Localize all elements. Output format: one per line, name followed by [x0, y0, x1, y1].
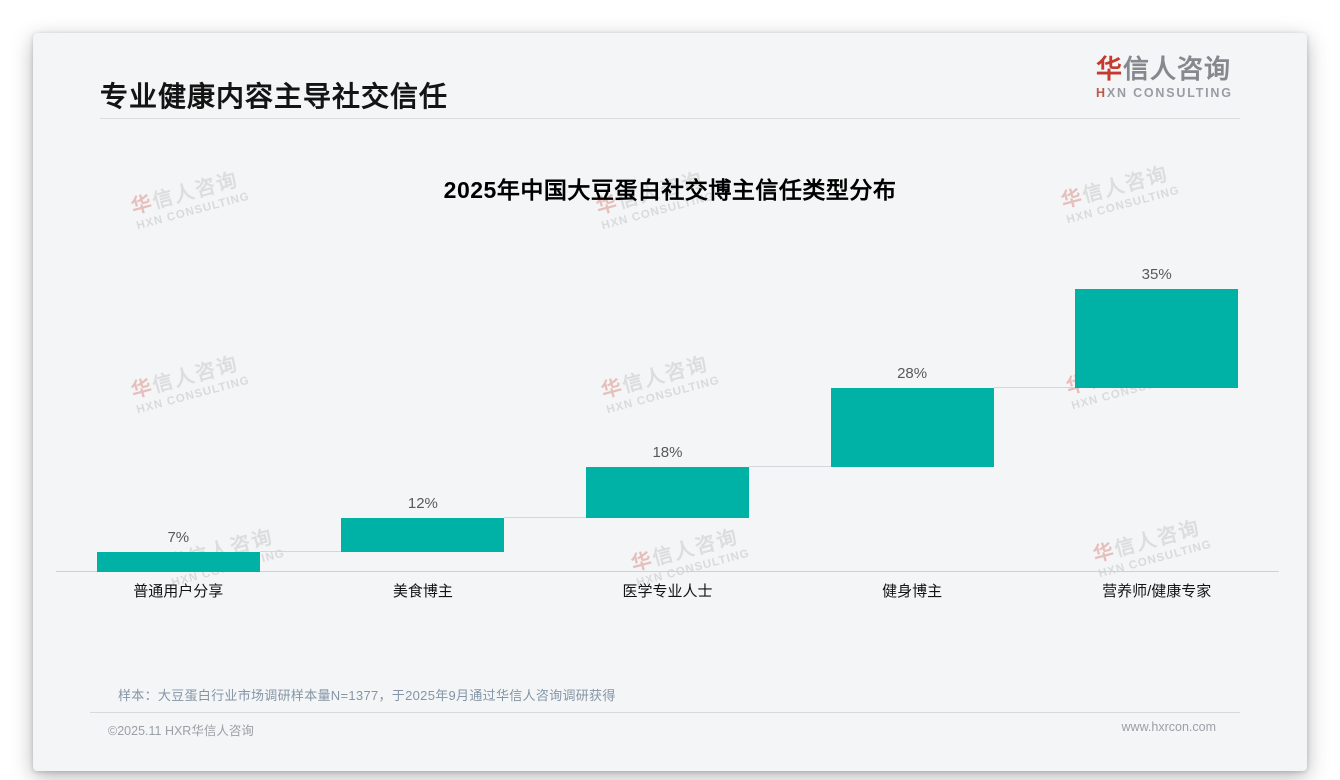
copyright-text: ©2025.11 HXR华信人咨询: [108, 724, 254, 738]
page-title: 专业健康内容主导社交信任: [100, 81, 449, 112]
waterfall-bar: [341, 518, 505, 553]
waterfall-bar: [830, 388, 994, 468]
chart-title: 2025年中国大豆蛋白社交博主信任类型分布: [443, 177, 897, 203]
logo-rest-chars: 信人咨询: [1123, 54, 1232, 84]
waterfall-chart-plot-area: 7% 12% 18% 28% 35%: [56, 222, 1279, 572]
connector-line: [504, 517, 586, 519]
footer-divider: [90, 712, 1240, 713]
brand-logo: 华信人咨询 HXN CONSULTING: [1096, 55, 1233, 100]
logo-text: 华信人咨询: [1096, 55, 1233, 84]
bar-value-label: 18%: [652, 444, 683, 462]
x-axis-label: 医学专业人士: [622, 583, 713, 600]
website-url: www.hxrcon.com: [1121, 720, 1216, 734]
connector-line: [259, 551, 342, 553]
x-axis-labels: 普通用户分享 美食博主 医学专业人士 健身博主 营养师/健康专家: [56, 580, 1279, 601]
waterfall-bar: [586, 467, 749, 519]
logo-hua-char: 华: [1096, 54, 1124, 84]
waterfall-bar: [96, 552, 260, 572]
x-axis-line: [56, 571, 1279, 572]
x-axis-label: 营养师/健康专家: [1102, 583, 1212, 600]
x-axis-label: 普通用户分享: [133, 583, 224, 600]
connector-line: [749, 466, 831, 468]
logo-sub-rest: XN CONSULTING: [1106, 85, 1233, 100]
slide-card: 专业健康内容主导社交信任 华信人咨询 HXN CONSULTING 华信人咨询 H…: [33, 33, 1307, 771]
logo-subtext: HXN CONSULTING: [1096, 85, 1233, 101]
title-underline: [100, 118, 1240, 119]
bar-value-label: 28%: [897, 365, 928, 383]
bar-value-label: 7%: [167, 529, 190, 547]
x-axis-label: 美食博主: [392, 583, 453, 600]
bar-value-label: 35%: [1141, 266, 1172, 283]
waterfall-bar: [1075, 289, 1239, 389]
logo-sub-h-char: H: [1096, 85, 1107, 100]
bar-value-label: 12%: [407, 495, 438, 513]
sample-note: 样本：大豆蛋白行业市场调研样本量N=1377，于2025年9月通过华信人咨询调研…: [118, 688, 616, 703]
x-axis-label: 健身博主: [882, 583, 943, 600]
connector-line: [993, 387, 1076, 389]
footer: ©2025.11 HXR华信人咨询 www.hxrcon.com: [90, 720, 1240, 739]
